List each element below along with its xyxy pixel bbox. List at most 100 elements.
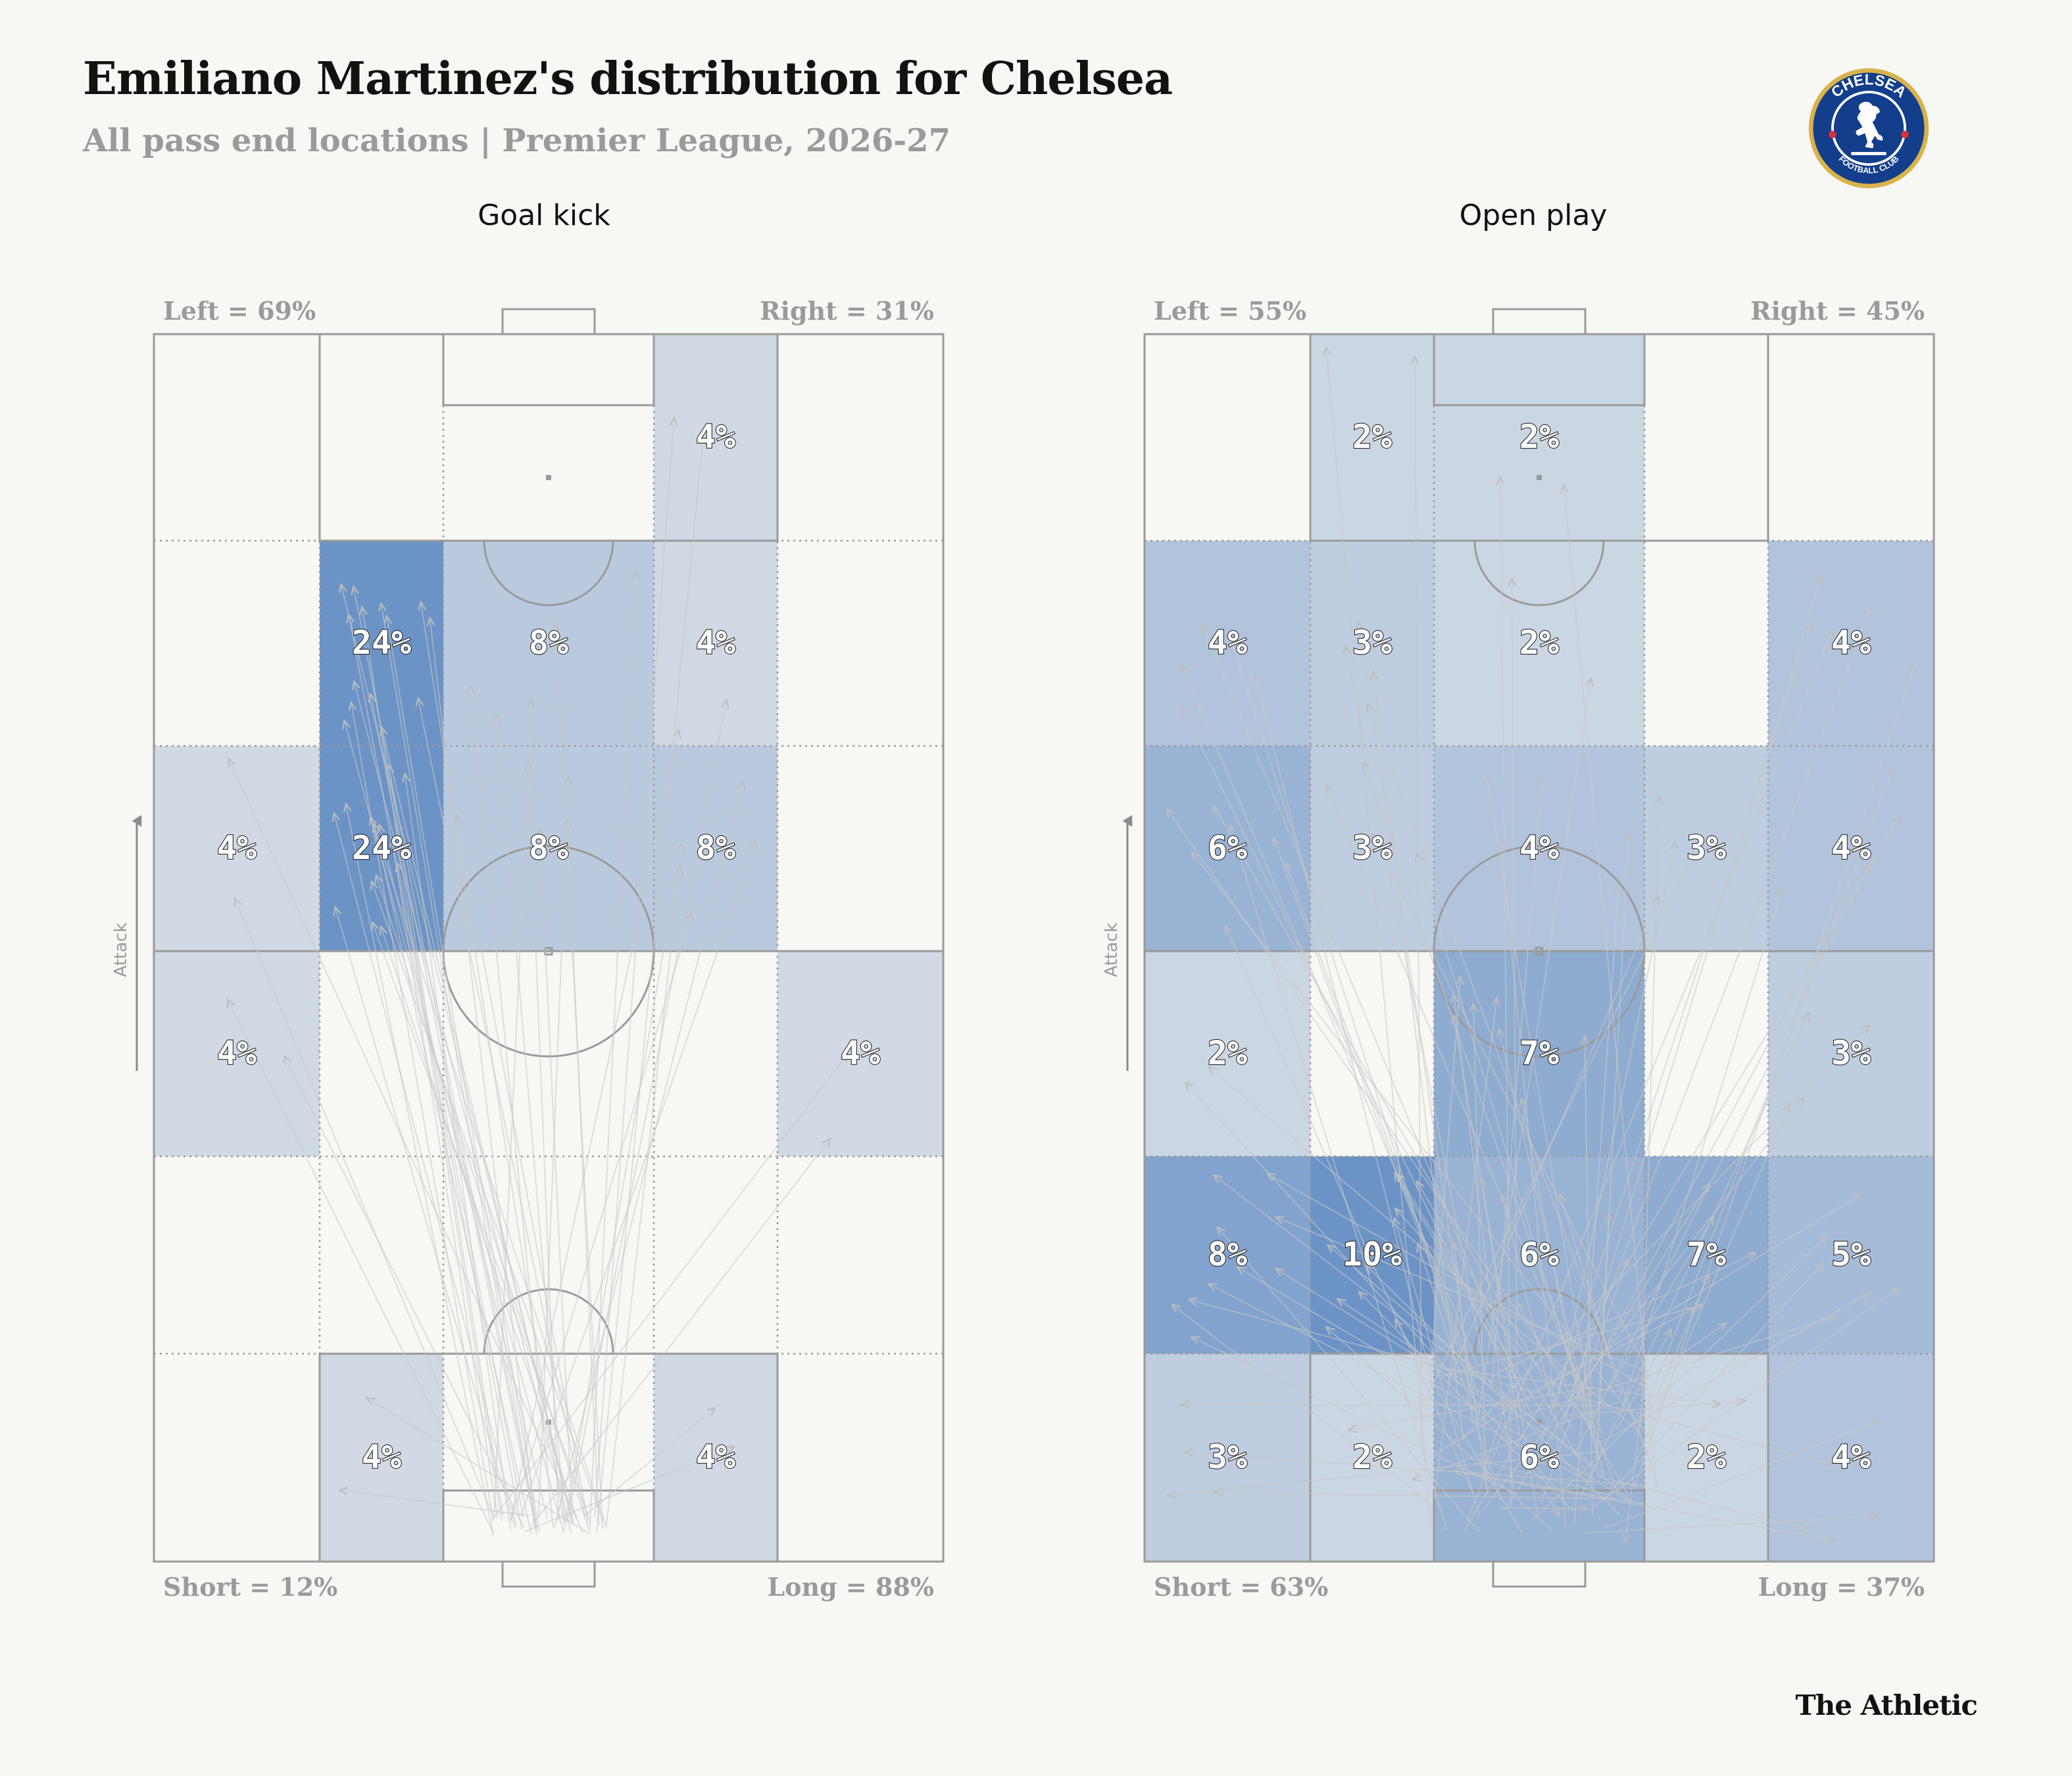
heat-cell	[1145, 746, 1310, 951]
pass-arrow	[1455, 1471, 1645, 1505]
pass-arrow	[372, 882, 604, 1522]
pass-arrow	[1606, 1218, 1714, 1392]
pass-arrow	[228, 1000, 495, 1534]
pass-arrow	[340, 1490, 530, 1517]
pass-arrow	[605, 868, 679, 1529]
pass-arrow	[594, 418, 674, 1517]
pass-arrow	[1327, 785, 1604, 1435]
heat-cell	[654, 334, 777, 541]
pass-arrow	[562, 845, 681, 1533]
pass-arrow	[1522, 1100, 1581, 1405]
chelsea-crest-icon: CHELSEA FOOTBALL CLUB	[1808, 68, 1929, 189]
right-share-label: Right = 45%	[1750, 296, 1925, 326]
zone-percent-label: 8%	[1208, 1235, 1247, 1273]
pass-arrow	[1440, 1305, 1702, 1377]
zone-percent-label: 3%	[1352, 624, 1392, 662]
pass-arrow	[389, 766, 504, 1517]
long-share-label: Long = 37%	[1758, 1572, 1925, 1602]
heat-cell	[1768, 746, 1934, 951]
heat-cell	[654, 541, 777, 746]
heat-cell	[1310, 746, 1434, 951]
pass-arrow	[1597, 1214, 1609, 1422]
pass-arrow	[490, 1054, 847, 1522]
heat-cell	[1310, 334, 1434, 541]
pass-arrow	[1286, 864, 1474, 1375]
pass-arrow	[346, 804, 494, 1535]
zone-percent-label: 8%	[529, 829, 568, 867]
pass-arrow	[1394, 1219, 1480, 1516]
zone-percent-label: 2%	[1687, 1438, 1726, 1476]
pass-arrow	[1183, 666, 1479, 1366]
zone-percent-label: 4%	[1831, 1438, 1871, 1476]
pass-arrow	[1454, 1243, 1473, 1424]
pass-arrow	[1396, 1209, 1594, 1428]
pass-arrow	[285, 1057, 525, 1529]
pass-arrow	[1274, 839, 1479, 1393]
pass-arrow	[376, 876, 589, 1529]
pass-arrow	[1482, 1179, 1521, 1436]
zone-percent-label: 4%	[696, 418, 735, 456]
pass-arrow	[456, 816, 589, 1523]
pitch-open-play: 2% 2% 4% 3% 2% 4% 6% 3% 4% 3% 4% 2% 7% 3% 8% 10% 6% 7% 5% 3…	[1102, 296, 1935, 1602]
short-share-label: Short = 63%	[1154, 1572, 1328, 1602]
zone-percent-label: 8%	[696, 829, 735, 867]
pass-arrow	[1422, 1195, 1860, 1462]
pass-arrow	[528, 764, 560, 1520]
zone-percent-label: 4%	[841, 1034, 880, 1072]
heat-cell	[154, 746, 320, 951]
pass-arrow	[1508, 1317, 1834, 1421]
heat-cell	[443, 541, 654, 746]
pass-arrow	[1395, 1173, 1531, 1403]
pitch-goal-kick: 4% 24% 8% 4% 4% 24% 8% 8% 4% 4% 4% 4% Left = 69% Righ…	[111, 296, 945, 1602]
pass-arrow	[1454, 1016, 1539, 1515]
pass-arrow	[1192, 1337, 1519, 1496]
heat-cell	[1434, 334, 1644, 541]
pass-arrow	[1585, 1516, 1877, 1534]
zone-percent-label: 2%	[1519, 624, 1559, 662]
pass-arrow	[1256, 677, 1430, 1369]
pass-arrow	[1537, 1480, 1559, 1514]
pass-arrow	[1367, 1266, 1620, 1515]
zone-percent-label: 2%	[1208, 1034, 1247, 1072]
pass-arrow	[381, 927, 578, 1519]
zone-percent-label: 6%	[1519, 1438, 1559, 1476]
heat-cell	[1434, 541, 1644, 746]
pass-arrow	[524, 1447, 733, 1533]
pass-arrow	[1564, 486, 1658, 1491]
pass-arrow	[538, 777, 568, 1517]
pass-arrow	[1602, 1263, 1823, 1501]
pass-arrow	[568, 820, 600, 1525]
zone-percent-label: 4%	[362, 1438, 401, 1476]
pass-arrow	[1596, 1293, 1869, 1445]
pass-arrow	[1338, 1300, 1554, 1441]
pass-arrow	[1585, 1037, 1593, 1516]
pass-arrow	[1625, 1373, 1647, 1541]
zone-percent-label: 3%	[1352, 829, 1392, 867]
zone-percent-label: 4%	[696, 1438, 735, 1476]
short-share-label: Short = 12%	[163, 1572, 337, 1602]
zone-grid	[154, 334, 943, 1562]
pass-arrow	[1360, 1293, 1574, 1512]
pass-arrow	[1645, 1276, 1708, 1423]
pass-arrow	[1533, 1237, 1826, 1519]
pass-arrow	[1604, 1421, 1879, 1529]
zone-percent-label: 6%	[1208, 829, 1247, 867]
pass-arrow	[398, 864, 524, 1518]
pass-arrow	[1418, 1182, 1590, 1477]
pass-arrow	[1464, 1473, 1834, 1540]
zone-percent-label: 7%	[1519, 1034, 1559, 1072]
pass-arrow	[1231, 826, 1448, 1531]
heat-cell	[1310, 1156, 1434, 1354]
zone-percent-label: 3%	[1208, 1438, 1247, 1476]
pass-arrow	[1555, 843, 1675, 1407]
zone-percent-label: 4%	[1519, 829, 1559, 867]
chart-title: Emiliano Martinez's distribution for Che…	[83, 53, 1173, 105]
zone-percent-label: 4%	[1831, 624, 1871, 662]
pass-arrows	[228, 418, 847, 1535]
pass-arrow	[1595, 834, 1629, 1471]
attack-label: Attack	[1102, 922, 1122, 977]
pass-arrow	[1169, 1450, 1608, 1495]
pass-arrow	[1433, 999, 1497, 1498]
pass-arrow	[1173, 1305, 1430, 1503]
pass-arrow	[1504, 1185, 1708, 1511]
